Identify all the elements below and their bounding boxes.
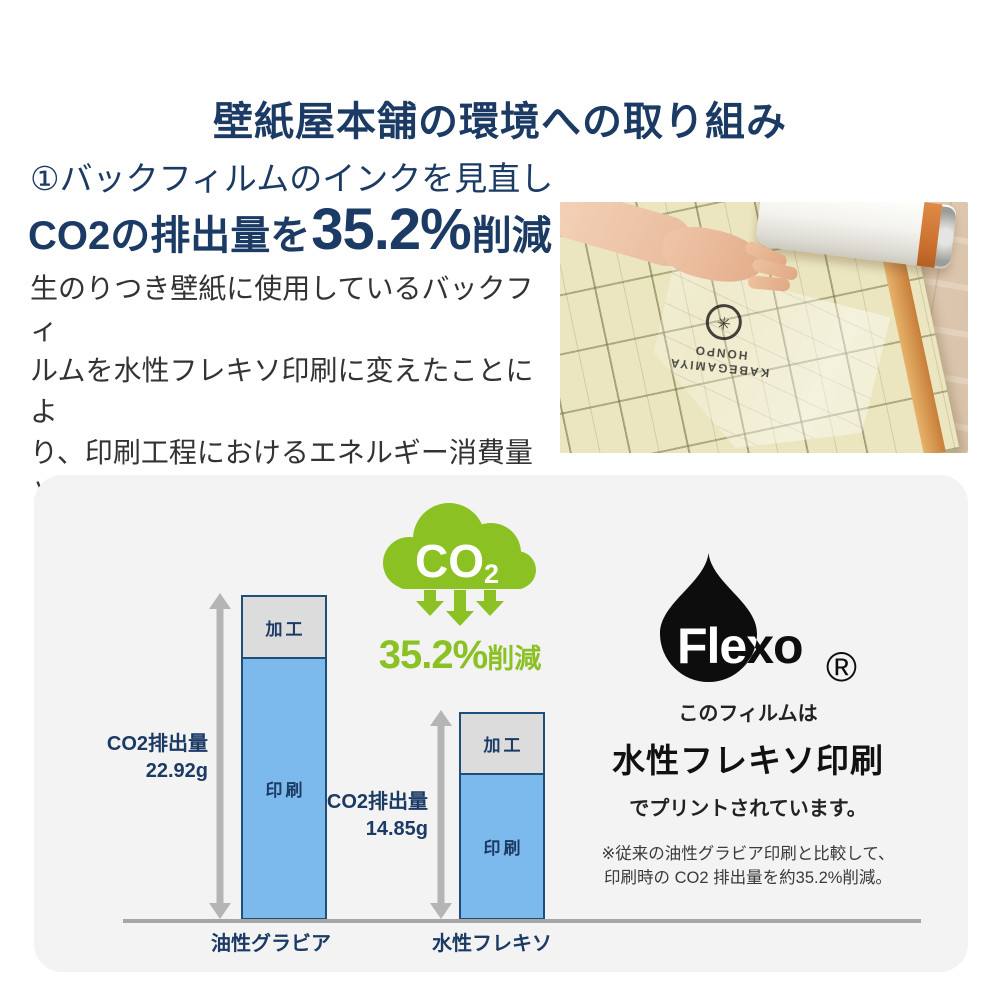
co2-reduction-headline: CO2の排出量を 35.2% 削減 — [28, 196, 552, 263]
headline-value: 35.2% — [311, 197, 471, 262]
segment-label: 加工 — [265, 619, 306, 639]
segment-label: 印刷 — [265, 781, 306, 800]
reduction-value: 35.2% — [378, 633, 488, 677]
bar-segment-processing: 加工 — [243, 597, 325, 659]
svg-text:CO2: CO2 — [415, 535, 499, 589]
registered-mark: ® — [826, 643, 857, 690]
flexo-logo: Flexo Flexo ® — [620, 547, 920, 692]
co2-cloud-icon: CO2 — [375, 493, 545, 633]
svg-text:Flexo: Flexo — [677, 618, 803, 674]
film-brand-print: KABEGAMIYA HONPO ✳ — [653, 297, 792, 381]
flexo-drop-icon: Flexo Flexo ® — [660, 553, 857, 690]
svg-text:Flexo: Flexo — [677, 618, 803, 674]
co2-cloud-svg: CO2 — [383, 503, 536, 626]
flexo-line1: このフィルムは — [678, 703, 818, 725]
arrow-shaft — [437, 723, 445, 906]
page-title: 壁紙屋本舗の環境への取り組み — [213, 99, 787, 144]
bar-segment-processing: 加工 — [461, 714, 543, 775]
bar-oil-gravure: 加工 印刷 — [241, 595, 327, 920]
segment-label: 印刷 — [483, 839, 524, 858]
flexo-line3: でプリントされています。 — [629, 798, 867, 820]
film-emblem-icon: ✳ — [704, 302, 744, 342]
segment-label: 加工 — [483, 736, 524, 755]
bar-segment-printing: 印刷 — [461, 775, 543, 918]
co2-total-label-left: CO2排出量 22.92g — [106, 733, 208, 782]
chart-baseline — [123, 919, 921, 923]
bar-segment-printing: 印刷 — [243, 659, 325, 918]
flexo-line2: 水性フレキソ印刷 — [612, 742, 884, 779]
down-arrow-icon — [476, 590, 504, 616]
flexo-description: このフィルムは 水性フレキソ印刷 でプリントされています。 ※従来の油性グラビア… — [558, 697, 938, 890]
down-arrow-icon — [446, 590, 474, 626]
category-label-oil-gravure: 油性グラビア — [211, 933, 331, 955]
infographic-panel: 加工 印刷 加工 印刷 CO2排出量 22.92g CO2排出量 14.85g … — [34, 475, 968, 972]
headline-suffix: 削減 — [471, 214, 552, 258]
category-label-water-flexo: 水性フレキソ — [432, 933, 552, 955]
down-arrow-icon — [416, 590, 444, 616]
co2-total-label-right: CO2排出量 14.85g — [326, 791, 428, 840]
headline-prefix: CO2の排出量を — [28, 214, 311, 258]
product-photo: KABEGAMIYA HONPO ✳ — [560, 202, 968, 453]
measure-arrow-right — [430, 710, 452, 919]
section-heading: ①バックフィルムのインクを見直し — [30, 160, 554, 197]
reduction-suffix: 削減 — [487, 644, 542, 674]
arrow-shaft — [216, 606, 224, 906]
bar-water-flexo: 加工 印刷 — [459, 712, 545, 920]
flexo-footnote: ※従来の油性グラビア印刷と比較して、 印刷時の CO2 排出量を約35.2%削減… — [601, 845, 895, 887]
measure-arrow-left — [209, 593, 231, 919]
reduction-caption: 35.2%削減 — [340, 633, 580, 678]
